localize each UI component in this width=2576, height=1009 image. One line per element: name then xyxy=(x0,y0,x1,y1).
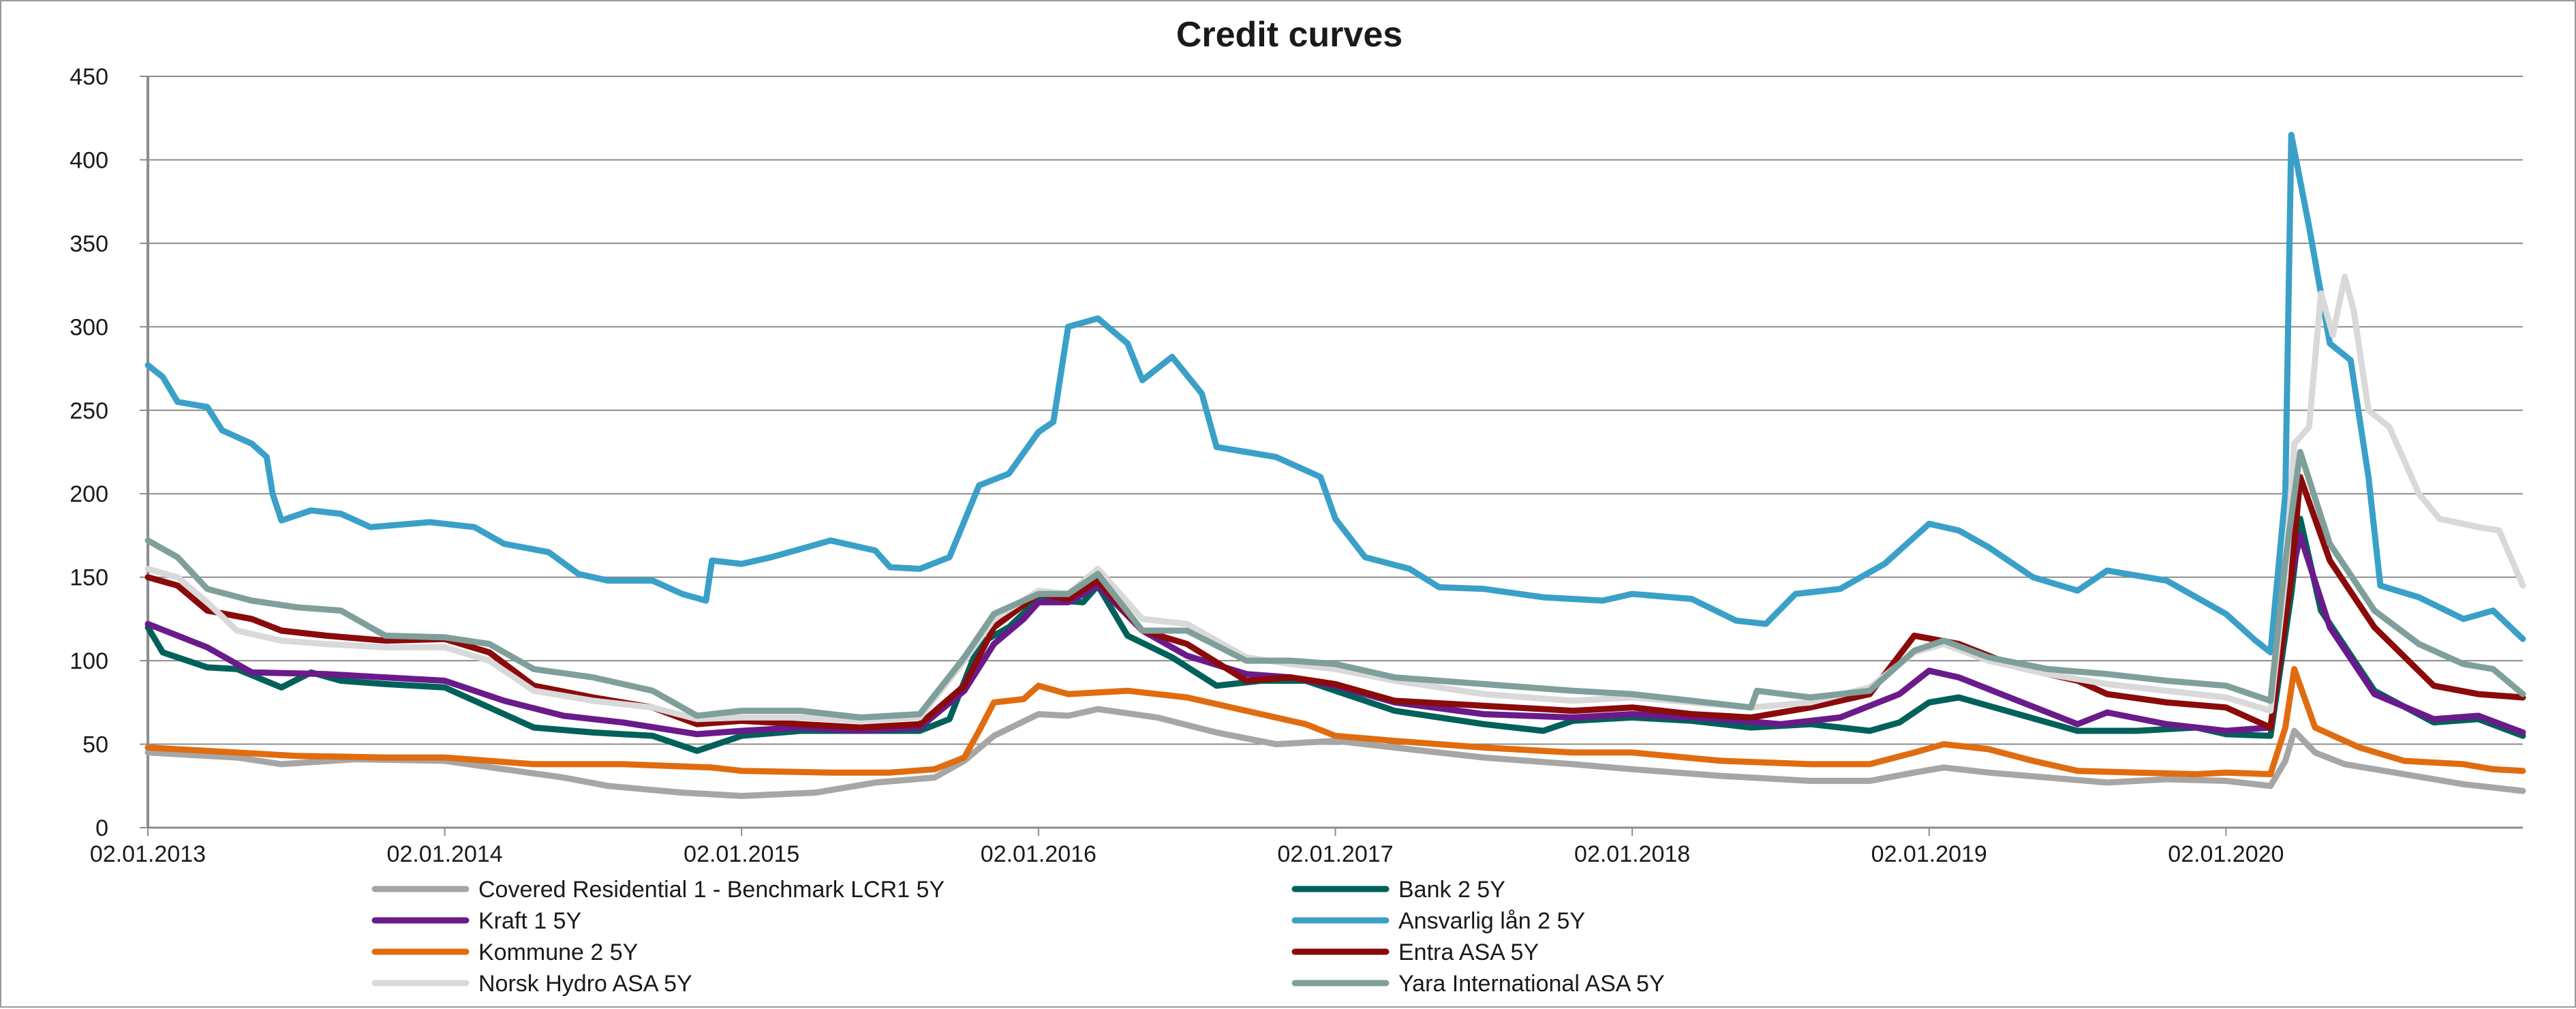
legend-label: Covered Residential 1 - Benchmark LCR1 5… xyxy=(478,877,945,903)
series-line-6 xyxy=(144,474,2526,731)
legend-label: Norsk Hydro ASA 5Y xyxy=(478,971,692,997)
x-tick-label: 02.01.2020 xyxy=(2168,841,2284,867)
series-line-8 xyxy=(144,449,2526,721)
legend-label: Kraft 1 5Y xyxy=(478,908,581,934)
legend-label: Kommune 2 5Y xyxy=(478,939,638,965)
legend-label: Ansvarlig lån 2 5Y xyxy=(1398,908,1585,934)
x-tick-label: 02.01.2019 xyxy=(1871,841,1987,867)
legend-label: Bank 2 5Y xyxy=(1398,877,1505,903)
x-tick-label: 02.01.2015 xyxy=(684,841,799,867)
x-tick-label: 02.01.2014 xyxy=(387,841,503,867)
x-tick-label: 02.01.2016 xyxy=(981,841,1097,867)
series-line-5 xyxy=(144,665,2526,778)
series-line-2 xyxy=(144,515,2526,754)
y-tick-label: 150 xyxy=(70,565,108,591)
y-tick-label: 350 xyxy=(70,231,108,257)
x-tick-label: 02.01.2018 xyxy=(1574,841,1690,867)
axes: 0 50 100 150 200 250 300 350 400 450 02.01.2013 02.… xyxy=(70,64,2523,867)
legend-label: Entra ASA 5Y xyxy=(1398,939,1539,965)
y-tick-label: 300 xyxy=(70,314,108,340)
legend-label: Yara International ASA 5Y xyxy=(1398,971,1665,997)
x-tick-label: 02.01.2013 xyxy=(90,841,206,867)
series-line-1 xyxy=(144,706,2526,799)
gridlines xyxy=(148,76,2523,745)
y-tick-label: 450 xyxy=(70,64,108,90)
y-tick-label: 200 xyxy=(70,481,108,507)
y-tick-label: 400 xyxy=(70,147,108,173)
series-lines xyxy=(144,132,2526,799)
series-line-4 xyxy=(144,132,2526,656)
x-tick-label: 02.01.2017 xyxy=(1277,841,1393,867)
y-tick-label: 50 xyxy=(82,732,108,758)
legend: Covered Residential 1 - Benchmark LCR1 5… xyxy=(371,877,1665,997)
y-tick-label: 100 xyxy=(70,648,108,674)
series-line-7 xyxy=(144,273,2526,724)
y-tick-label: 250 xyxy=(70,398,108,424)
chart-title: Credit curves xyxy=(1176,15,1402,55)
y-tick-label: 0 xyxy=(95,815,108,841)
